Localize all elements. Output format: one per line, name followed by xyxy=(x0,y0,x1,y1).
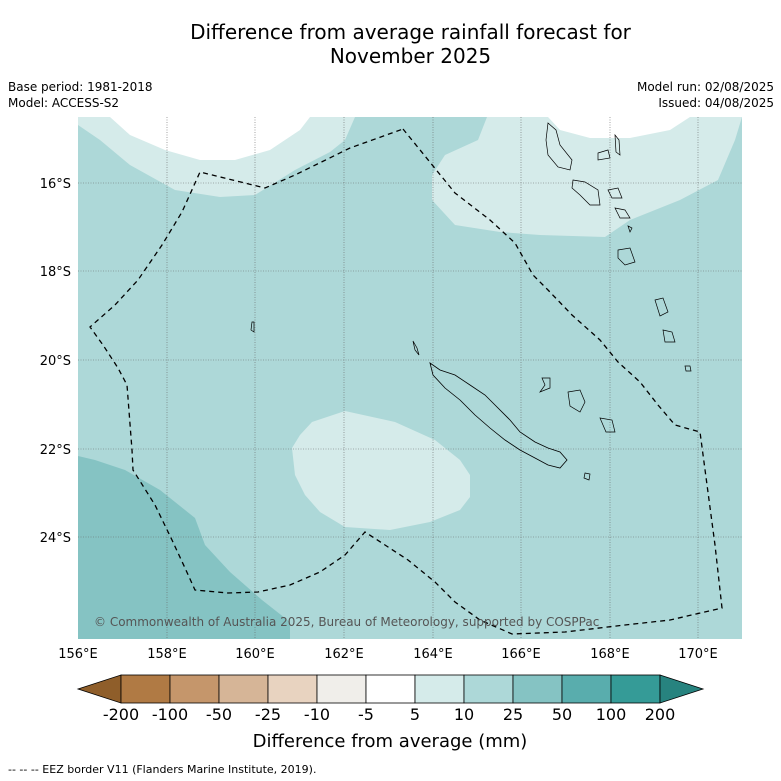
anomaly-5-10-region-northeast xyxy=(432,117,742,237)
lon-label: 156°E xyxy=(58,647,98,662)
new-caledonia-island xyxy=(429,362,568,469)
colorbar-tick-label: -50 xyxy=(206,705,232,724)
colorbar-tick-label: -100 xyxy=(152,705,188,724)
model-name: Model: ACCESS-S2 xyxy=(8,96,120,110)
island-small xyxy=(627,225,633,233)
lon-label: 164°E xyxy=(413,647,453,662)
copyright-notice: © Commonwealth of Australia 2025, Bureau… xyxy=(94,615,599,629)
island-small xyxy=(614,133,621,156)
island-mare xyxy=(567,389,586,413)
colorbar-extend-high xyxy=(659,674,705,704)
island-small xyxy=(412,340,420,356)
neutral-region-northeast xyxy=(548,117,690,138)
lat-label: 16°S xyxy=(40,177,71,192)
eez-legend-note: -- -- -- EEZ border V11 (Flanders Marine… xyxy=(8,763,317,776)
island-espiritu-santo xyxy=(545,122,573,171)
lon-label: 162°E xyxy=(324,647,364,662)
island-small xyxy=(684,365,692,372)
colorbar-tick-label: 100 xyxy=(596,705,627,724)
colorbar xyxy=(76,674,705,704)
model-run: Model run: 02/08/2025 xyxy=(636,80,774,94)
colorbar-swatch xyxy=(316,674,367,704)
island-small xyxy=(597,149,611,161)
colorbar-swatch xyxy=(463,674,514,704)
eez-border xyxy=(89,128,723,635)
island-tanna xyxy=(617,247,636,266)
lat-label: 22°S xyxy=(40,443,71,458)
title-line-1: Difference from average rainfall forecas… xyxy=(190,20,631,44)
anomaly-5-10-region-central xyxy=(292,411,470,530)
lat-label: 20°S xyxy=(40,354,71,369)
colorbar-swatch xyxy=(120,674,171,704)
island-small xyxy=(583,472,591,481)
colorbar-tick-label: 25 xyxy=(503,705,523,724)
colorbar-tick-label: 200 xyxy=(645,705,676,724)
rainfall-anomaly-map: © Commonwealth of Australia 2025, Bureau… xyxy=(78,117,742,639)
lon-label: 158°E xyxy=(147,647,187,662)
island-small xyxy=(250,321,255,333)
island-malekula xyxy=(571,179,601,206)
colorbar-swatch xyxy=(218,674,269,704)
island-small xyxy=(607,187,623,199)
title-line-2: November 2025 xyxy=(329,44,492,68)
colorbar-tick-label: -200 xyxy=(103,705,139,724)
colorbar-tick-label: 10 xyxy=(454,705,474,724)
island-small xyxy=(662,329,676,343)
neutral-region-north xyxy=(78,117,310,160)
lon-label: 168°E xyxy=(590,647,630,662)
lat-label: 24°S xyxy=(40,531,71,546)
island-small xyxy=(654,297,669,317)
colorbar-swatch xyxy=(414,674,465,704)
lon-label: 166°E xyxy=(501,647,541,662)
colorbar-extend-low xyxy=(76,674,122,704)
lat-label: 18°S xyxy=(40,265,71,280)
issued-date: Issued: 04/08/2025 xyxy=(658,96,774,110)
colorbar-tick-label: -25 xyxy=(255,705,281,724)
lon-label: 160°E xyxy=(235,647,275,662)
island-lifou xyxy=(539,377,551,393)
colorbar-tick-label: 5 xyxy=(410,705,420,724)
colorbar-swatch xyxy=(512,674,563,704)
colorbar-ticks: -200 -100 -50 -25 -10 -5 5 10 25 50 100 200 xyxy=(103,705,675,724)
colorbar-swatch xyxy=(610,674,661,704)
colorbar-tick-label: 50 xyxy=(552,705,572,724)
colorbar-title: Difference from average (mm) xyxy=(253,731,528,752)
island-efate xyxy=(614,207,631,219)
colorbar-swatch xyxy=(169,674,220,704)
graticule xyxy=(78,117,742,639)
colorbar-swatch xyxy=(561,674,612,704)
island-small xyxy=(599,417,616,433)
colorbar-tick-label: -5 xyxy=(358,705,374,724)
colorbar-tick-label: -10 xyxy=(304,705,330,724)
base-period: Base period: 1981-2018 xyxy=(8,80,153,94)
colorbar-swatch xyxy=(267,674,318,704)
lon-label: 170°E xyxy=(678,647,718,662)
colorbar-swatch xyxy=(365,674,416,704)
